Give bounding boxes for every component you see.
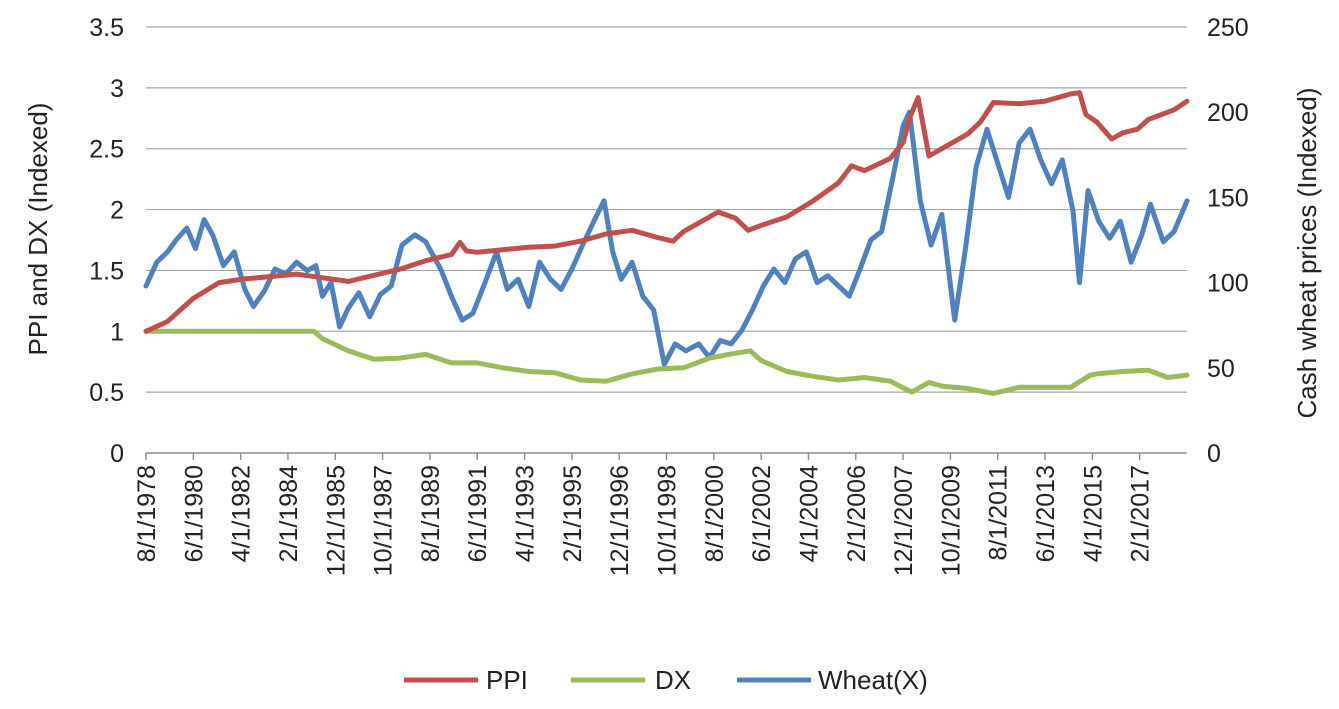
y-axis-left-title: PPI and DX (Indexed)	[23, 103, 53, 356]
x-tick-label: 2/1/1995	[559, 465, 587, 562]
legend-label: PPI	[486, 665, 528, 695]
y-left-tick-label: 3	[110, 75, 124, 103]
y-left-tick-label: 3.5	[89, 14, 124, 42]
y-right-tick-label: 100	[1207, 270, 1249, 298]
y-axis-right-title: Cash wheat prices (Indexed)	[1292, 88, 1322, 419]
x-tick-label: 4/1/2004	[795, 465, 823, 562]
x-tick-label: 12/1/1996	[606, 465, 634, 576]
y-right-tick-label: 200	[1207, 99, 1249, 127]
x-tick-label: 12/1/2007	[890, 465, 918, 576]
x-tick-label: 6/1/1991	[464, 465, 492, 562]
y-right-tick-label: 250	[1207, 14, 1249, 42]
x-tick-label: 8/1/2000	[701, 465, 729, 562]
y-left-tick-label: 1	[110, 318, 124, 346]
x-tick-label: 4/1/1982	[228, 465, 256, 562]
x-tick-label: 4/1/1993	[512, 465, 540, 562]
gridlines	[146, 26, 1187, 454]
y-left-tick-label: 2	[110, 197, 124, 225]
x-tick-label: 2/1/1984	[275, 465, 303, 562]
x-tick-label: 12/1/1985	[322, 465, 350, 576]
legend-label: DX	[655, 665, 691, 695]
y-left-tick-label: 2.5	[89, 136, 124, 164]
series-lines	[143, 90, 1190, 396]
y-left-tick-label: 1.5	[89, 257, 124, 285]
legend-label: Wheat(X)	[818, 665, 928, 695]
y-axis-right: 0 50 100 150 200 250	[1207, 14, 1249, 468]
x-tick-label: 4/1/2015	[1079, 465, 1107, 562]
series-line-ppi	[143, 90, 1190, 334]
y-left-tick-label: 0	[110, 440, 124, 468]
y-right-tick-label: 50	[1207, 355, 1235, 383]
x-tick-label: 8/1/2011	[985, 465, 1013, 560]
y-right-tick-label: 150	[1207, 184, 1249, 212]
series-line-dx	[143, 328, 1190, 396]
x-tick-label: 6/1/2013	[1032, 465, 1060, 562]
x-tick-label: 8/1/1978	[133, 465, 161, 562]
x-tick-label: 8/1/1989	[417, 465, 445, 562]
x-tick-label: 2/1/2017	[1127, 465, 1155, 562]
y-right-tick-label: 0	[1207, 440, 1221, 468]
x-tick-label: 2/1/2006	[843, 465, 871, 562]
series-line-wheat-x	[143, 109, 1190, 367]
legend: PPI DX Wheat(X)	[404, 665, 928, 695]
y-axis-left: 0 0.5 1 1.5 2 2.5 3 3.5	[89, 14, 124, 468]
x-tick-label: 10/1/2009	[937, 465, 965, 576]
x-axis: 8/1/1978 6/1/1980 4/1/1982 2/1/1984 12/1/198…	[133, 453, 1155, 576]
x-tick-label: 10/1/1998	[654, 465, 682, 576]
x-tick-label: 6/1/1980	[180, 465, 208, 562]
x-tick-label: 6/1/2002	[748, 465, 776, 562]
y-left-tick-label: 0.5	[89, 379, 124, 407]
x-tick-label: 10/1/1987	[370, 465, 398, 576]
